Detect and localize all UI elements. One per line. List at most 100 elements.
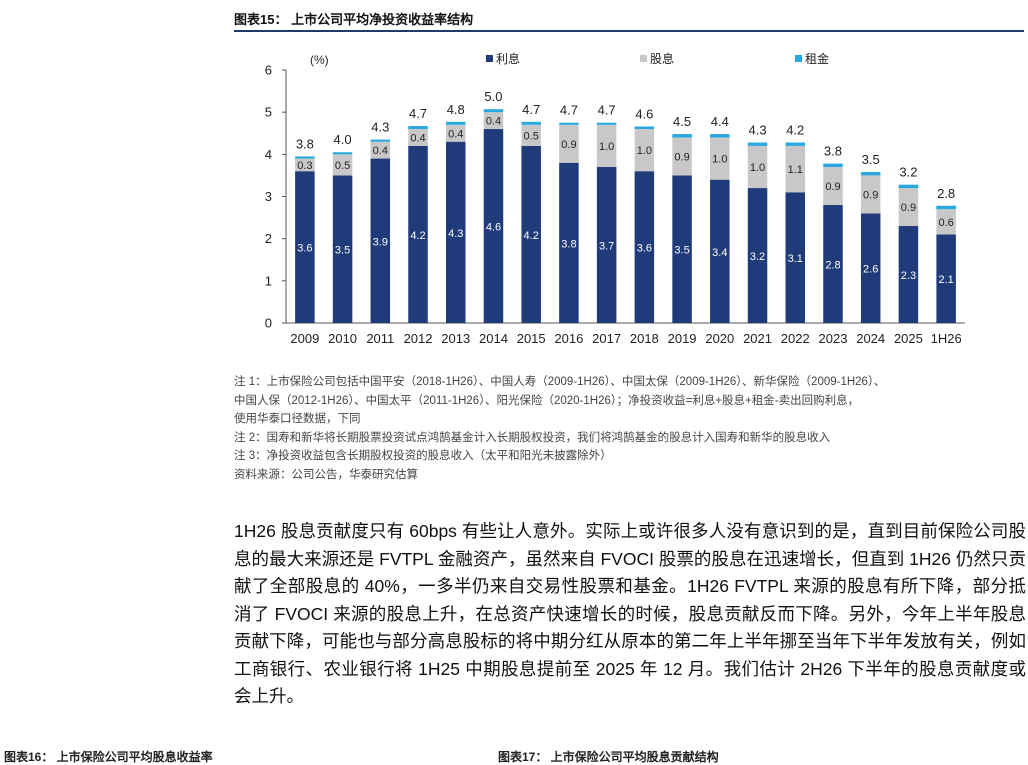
bar-segment	[747, 145, 768, 189]
dividend-value-label: 0.9	[674, 151, 689, 163]
total-value-label: 4.7	[522, 102, 540, 117]
y-tick-label: 6	[265, 63, 272, 78]
bar-segment	[747, 142, 768, 146]
y-tick-label: 2	[265, 231, 272, 246]
bar-segment	[710, 137, 730, 180]
bar-segment	[898, 188, 919, 227]
bar-segment	[860, 213, 881, 323]
bar-segment	[483, 109, 504, 113]
x-tick-label: 2018	[630, 331, 659, 346]
total-value-label: 5.0	[484, 89, 502, 104]
x-tick-label: 2020	[705, 331, 734, 346]
interest-value-label: 3.9	[373, 236, 388, 248]
interest-value-label: 3.5	[674, 245, 689, 257]
bar-segment	[710, 134, 730, 138]
y-tick-label: 4	[265, 147, 272, 162]
interest-value-label: 3.6	[637, 243, 652, 255]
x-tick-label: 2021	[743, 331, 772, 346]
y-tick-label: 0	[265, 316, 272, 331]
legend-swatch	[795, 55, 802, 62]
bar-segment	[521, 145, 541, 323]
x-tick-label: 2023	[819, 331, 848, 346]
bar-segment	[295, 156, 315, 159]
interest-value-label: 4.6	[486, 222, 501, 234]
interest-value-label: 2.8	[825, 259, 840, 271]
bar-segment	[710, 179, 730, 323]
bar-segment	[370, 158, 391, 323]
x-tick-label: 2011	[366, 331, 394, 346]
dividend-value-label: 0.9	[825, 181, 840, 193]
dividend-value-label: 0.4	[448, 128, 463, 140]
total-value-label: 4.7	[560, 103, 578, 118]
legend-swatch	[640, 55, 647, 62]
y-unit-label: (%)	[310, 53, 329, 67]
interest-value-label: 3.7	[599, 240, 614, 252]
y-tick-label: 5	[265, 105, 272, 120]
source-line: 资料来源：公司公告，华泰研究估算	[234, 468, 418, 481]
x-tick-label: 2013	[441, 331, 470, 346]
legend-label: 股息	[650, 51, 674, 66]
bar-segment	[483, 129, 504, 323]
interest-value-label: 3.1	[788, 253, 803, 265]
bar-segment	[747, 188, 768, 323]
dividend-value-label: 1.0	[599, 141, 614, 153]
total-value-label: 3.8	[824, 144, 842, 159]
total-value-label: 4.3	[371, 120, 389, 135]
bar-segment	[332, 175, 353, 323]
bar-segment	[483, 112, 504, 130]
x-tick-label: 2025	[894, 331, 923, 346]
note-line: 注 3：净投资收益包含长期股权投资的股息收入（太平和阳光未披露除外）	[234, 450, 612, 462]
bar-segment	[823, 166, 843, 205]
interest-value-label: 2.1	[938, 274, 953, 286]
x-tick-label: 2009	[290, 331, 319, 346]
bar-segment	[521, 124, 541, 146]
bar-segment	[596, 166, 617, 323]
dividend-value-label: 1.0	[637, 145, 652, 157]
total-value-label: 4.5	[673, 114, 691, 129]
note-line: 中国人保（2012-1H26）、中国太平（2011-1H26）、阳光保险（202…	[234, 394, 860, 407]
bar-segment	[559, 162, 579, 323]
interest-value-label: 4.3	[448, 228, 463, 240]
x-tick-label: 1H26	[931, 331, 962, 346]
bar-segment	[672, 175, 692, 323]
dividend-value-label: 0.4	[486, 116, 501, 128]
x-tick-label: 2024	[856, 331, 885, 346]
dividend-value-label: 0.6	[938, 217, 953, 229]
bar-segment	[785, 192, 805, 323]
interest-value-label: 3.8	[561, 238, 576, 250]
x-tick-label: 2010	[328, 331, 357, 346]
interest-value-label: 3.5	[335, 245, 350, 257]
bar-segment	[898, 184, 919, 189]
bar-segment	[785, 145, 805, 193]
bar-segment	[370, 139, 391, 142]
x-tick-label: 2012	[404, 331, 433, 346]
next-figure-title-right: 图表17： 上市保险公司平均股息贡献结构	[498, 750, 719, 764]
bar-segment	[559, 124, 579, 163]
total-value-label: 3.2	[899, 165, 917, 180]
interest-value-label: 3.4	[712, 247, 727, 259]
bar-segment	[370, 141, 391, 159]
x-tick-label: 2019	[668, 331, 697, 346]
x-tick-label: 2022	[781, 331, 810, 346]
legend-label: 租金	[805, 51, 829, 66]
total-value-label: 4.0	[334, 132, 352, 147]
x-tick-label: 2016	[554, 331, 583, 346]
figure-title: 图表15： 上市公司平均净投资收益率结构	[234, 12, 474, 27]
total-value-label: 4.2	[786, 123, 804, 138]
dividend-value-label: 0.5	[335, 160, 350, 172]
bar-segment	[936, 205, 956, 210]
bar-segment	[634, 126, 655, 130]
bar-segment	[596, 122, 617, 125]
bar-segment	[634, 171, 655, 323]
bar-segment	[408, 145, 428, 323]
dividend-value-label: 1.1	[788, 164, 803, 176]
dividend-value-label: 0.9	[863, 189, 878, 201]
bar-segment	[295, 171, 315, 323]
dividend-value-label: 0.9	[561, 139, 576, 151]
total-value-label: 2.8	[937, 186, 955, 201]
bar-segment	[823, 163, 843, 167]
bar-segment	[521, 121, 541, 125]
bar-segment	[446, 124, 466, 142]
stacked-bar-chart: 0 1 2 3 4 5 6 (%) 利息 股息 租金 3.6 0.3 3.8 2009 3.5 0.5 4.0 20…	[265, 51, 965, 346]
x-tick-label: 2015	[517, 331, 546, 346]
